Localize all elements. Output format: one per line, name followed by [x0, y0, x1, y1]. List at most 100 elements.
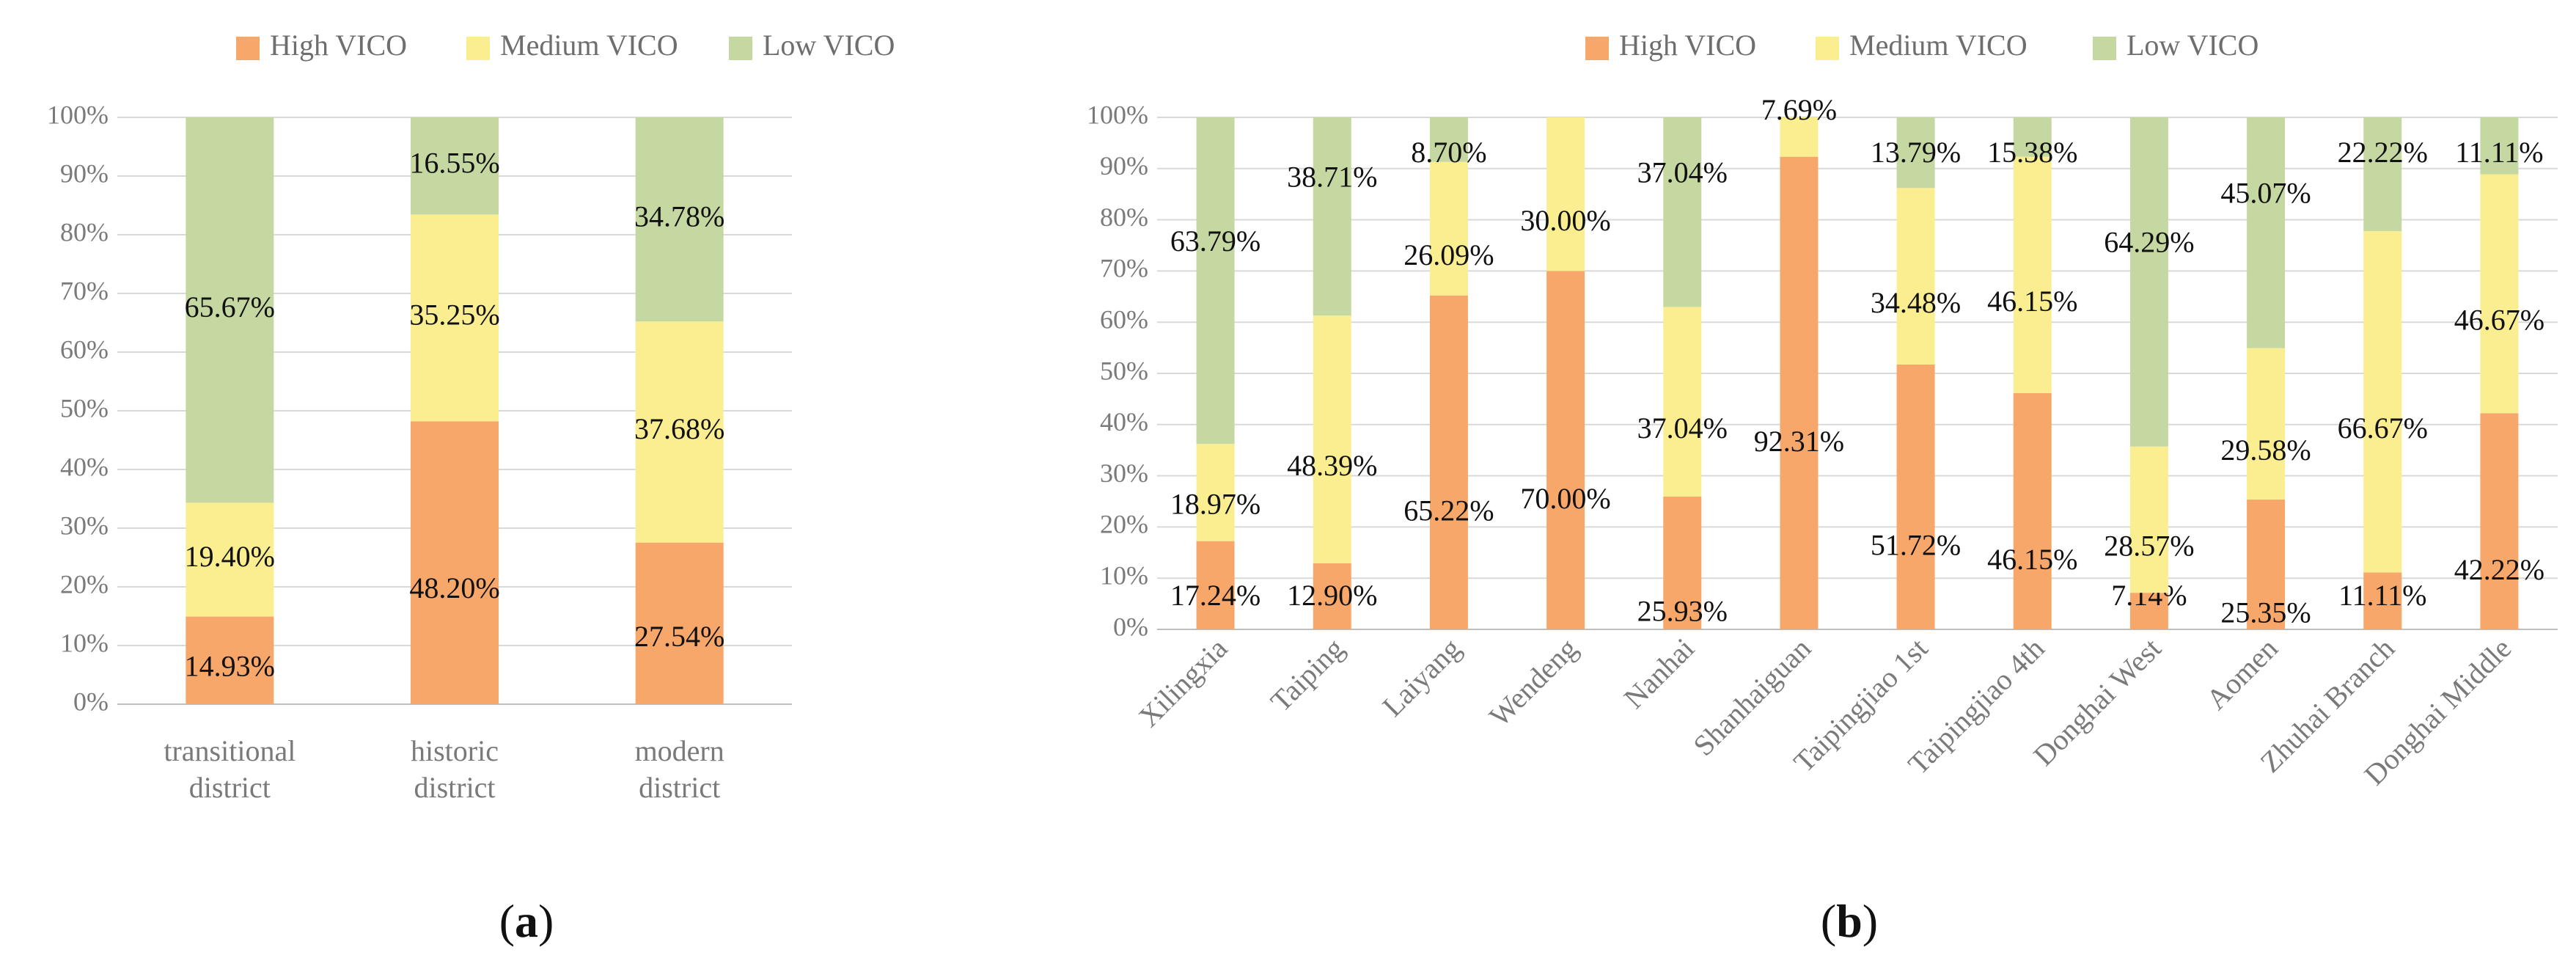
bar-segment — [2363, 117, 2402, 232]
legend-swatch — [466, 37, 490, 60]
data-label: 70.00% — [1520, 482, 1610, 515]
bar-segment — [635, 321, 724, 543]
category-label: modern — [635, 734, 724, 767]
bar-segment — [2480, 174, 2519, 414]
bar-segment — [1196, 444, 1235, 541]
bar-segment — [1896, 117, 1935, 189]
y-tick-label: 100% — [1087, 100, 1148, 129]
y-tick-label: 10% — [1100, 560, 1148, 590]
category-label: Taiping — [1264, 632, 1351, 718]
category-label: Aomen — [2200, 632, 2284, 716]
y-tick-label: 100% — [47, 100, 109, 129]
category-label: district — [414, 771, 495, 804]
bar-segment — [2247, 500, 2286, 629]
category-label: Shanhaiguan — [1687, 632, 1817, 762]
bar-segment — [2013, 392, 2052, 629]
y-tick-label: 40% — [1100, 407, 1148, 436]
data-label: 63.79% — [1170, 224, 1261, 257]
y-tick-label: 60% — [60, 334, 109, 364]
legend-label: Low VICO — [2127, 29, 2258, 62]
category-label: historic — [411, 734, 499, 767]
bar-segment — [1429, 117, 1468, 162]
bar-segment — [1196, 541, 1235, 629]
data-label: 8.70% — [1411, 136, 1486, 169]
data-label: 46.15% — [1987, 285, 2077, 318]
bar-segment — [411, 214, 499, 422]
category-label: district — [189, 771, 271, 804]
bar-segment — [186, 502, 274, 617]
chart-a: 0% 10% 20% 30% 40% 50% 60% 70% 80% 90% 100% High VI… — [47, 29, 895, 947]
bar-segment — [1663, 307, 1702, 497]
y-tick-label: 20% — [60, 569, 109, 599]
bar-segment — [2013, 117, 2052, 157]
bar-segment — [2480, 413, 2519, 629]
bar-segment — [1429, 295, 1468, 629]
bar-segment — [635, 117, 724, 322]
bar-segment — [2247, 117, 2286, 348]
bar-segment — [1546, 117, 1585, 271]
data-label: 17.24% — [1170, 579, 1261, 612]
data-label: 22.22% — [2338, 136, 2428, 169]
bar-segment — [1313, 563, 1351, 629]
data-label: 16.55% — [409, 146, 499, 179]
bar-segment — [1196, 117, 1235, 445]
subfigure-label-part: a — [515, 895, 538, 947]
data-label: 64.29% — [2104, 226, 2194, 259]
bar-segment — [1663, 497, 1702, 629]
bar-segment — [2013, 156, 2052, 393]
data-label: 34.78% — [634, 200, 724, 233]
legend-label: High VICO — [1619, 29, 1756, 62]
data-label: 66.67% — [2338, 412, 2428, 445]
bar-segment — [1313, 315, 1351, 563]
category-label: Nanhai — [1618, 632, 1701, 715]
data-label: 11.11% — [2455, 136, 2543, 169]
data-label: 65.22% — [1403, 494, 1494, 527]
subfigure-label: (a) — [499, 895, 554, 947]
legend-swatch — [729, 37, 752, 60]
bar-segment — [2129, 446, 2168, 593]
subfigure-label-part: ( — [1821, 895, 1836, 947]
legend-swatch — [1816, 37, 1839, 60]
bar-segment — [411, 117, 499, 215]
y-tick-label: 50% — [1100, 356, 1148, 385]
legend-label: High VICO — [270, 29, 407, 62]
bar-segment — [1429, 161, 1468, 296]
y-tick-label: 30% — [1100, 458, 1148, 488]
data-label: 11.11% — [2338, 579, 2426, 612]
data-label: 28.57% — [2104, 530, 2194, 563]
y-tick-label: 30% — [60, 511, 109, 540]
subfigure-label-part: b — [1836, 895, 1863, 947]
y-tick-label: 0% — [73, 687, 109, 716]
data-label: 46.67% — [2454, 304, 2544, 337]
data-label: 26.09% — [1403, 238, 1494, 271]
category-label: Xilingxia — [1132, 632, 1234, 734]
category-label: Laiyang — [1376, 632, 1467, 723]
legend-label: Low VICO — [763, 29, 895, 62]
bar-segment — [1663, 117, 1702, 307]
subfigure-label-part: ( — [499, 895, 515, 947]
data-label: 25.35% — [2220, 596, 2311, 629]
data-label: 92.31% — [1754, 425, 1844, 458]
bar-segment — [2363, 231, 2402, 573]
bar-segment — [635, 542, 724, 704]
bar-segment — [2247, 348, 2286, 500]
y-tick-label: 80% — [60, 217, 109, 246]
data-label: 34.48% — [1871, 286, 1961, 319]
data-label: 37.04% — [1637, 412, 1728, 445]
y-tick-label: 40% — [60, 452, 109, 481]
legend-label: Medium VICO — [1849, 29, 2028, 62]
category-label: district — [639, 771, 720, 804]
subfigure-label-part: ) — [1863, 895, 1878, 947]
data-label: 35.25% — [409, 299, 499, 332]
category-label: transitional — [164, 734, 296, 767]
data-label: 48.39% — [1287, 449, 1377, 482]
legend-swatch — [236, 37, 260, 60]
y-tick-label: 10% — [60, 628, 109, 657]
y-tick-label: 20% — [1100, 510, 1148, 539]
bar-segment — [1896, 188, 1935, 365]
data-label: 19.40% — [185, 540, 275, 573]
data-label: 18.97% — [1170, 488, 1261, 521]
data-label: 37.68% — [634, 412, 724, 445]
data-label: 45.07% — [2220, 176, 2311, 209]
